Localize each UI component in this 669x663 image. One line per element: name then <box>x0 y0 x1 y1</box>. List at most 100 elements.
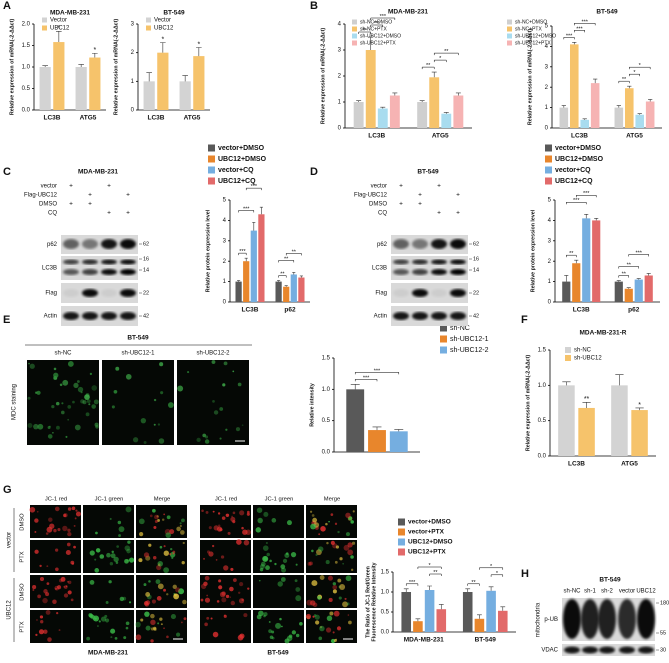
cell-signal <box>46 582 50 585</box>
blot-band <box>63 312 79 320</box>
blot-band <box>431 269 447 275</box>
cell-signal <box>27 422 33 429</box>
bar <box>580 119 590 128</box>
panel-letter: G <box>3 484 12 496</box>
cell-signal <box>311 580 318 587</box>
cell-signal <box>239 582 244 587</box>
y-tick-label: 3 <box>131 22 135 28</box>
blot-band <box>450 269 466 275</box>
treatment-label: Flag-UBC12 <box>354 193 388 199</box>
y-axis-label: Relative protein expression level <box>530 209 536 292</box>
bracket <box>433 52 459 56</box>
chart-title: BT-549 <box>163 10 185 17</box>
cell-signal <box>125 373 132 380</box>
cell-signal <box>124 558 129 564</box>
channel-label: JC-1 green <box>95 497 124 503</box>
cell-signal <box>47 434 53 439</box>
bar <box>346 389 365 452</box>
cell-signal <box>225 513 230 518</box>
legend-label: UBC12+DMSO <box>555 156 604 163</box>
treatment-sign: + <box>456 210 460 217</box>
cell-signal <box>212 631 219 638</box>
bar <box>401 592 412 632</box>
column-label: sh-UBC12-2 <box>196 351 230 357</box>
cell-signal <box>241 424 244 426</box>
cell-signal <box>313 614 317 617</box>
cell-signal <box>55 548 59 552</box>
bar <box>631 410 648 456</box>
cell-signal <box>172 552 175 555</box>
cell-signal <box>63 593 69 598</box>
legend-swatch <box>398 548 405 556</box>
cell-signal <box>34 518 39 523</box>
cell-signal <box>170 547 173 551</box>
cell-signal <box>59 383 63 387</box>
y-tick-label: 2 <box>131 50 135 56</box>
cell-signal <box>63 513 68 518</box>
blot-band <box>393 239 409 249</box>
cell-signal <box>180 530 185 535</box>
cell-signal <box>93 399 99 405</box>
cell-signal <box>263 614 266 618</box>
cell-signal <box>274 562 277 566</box>
treatment-sign: + <box>437 210 441 217</box>
bar <box>193 56 205 110</box>
cell-signal <box>175 587 181 593</box>
blot-band <box>412 259 428 265</box>
cell-signal <box>152 555 157 560</box>
cell-signal <box>225 428 228 431</box>
error-bar <box>635 407 644 411</box>
x-tick-label: ATG5 <box>184 115 201 122</box>
cell-signal <box>109 517 112 520</box>
treatment-label: vector <box>371 184 387 190</box>
cell-signal <box>62 525 68 532</box>
error-bar <box>477 614 482 619</box>
cell-signal <box>74 517 77 520</box>
cell-signal <box>58 578 63 583</box>
micrograph <box>83 505 134 538</box>
column-label: sh-UBC12-1 <box>121 351 155 357</box>
y-tick-label: 1.5 <box>322 356 331 362</box>
legend-label: Vector <box>154 18 171 24</box>
cell-signal <box>104 618 110 623</box>
legend-swatch <box>545 177 552 185</box>
y-tick-label: 1 <box>545 105 549 111</box>
cell-signal <box>53 528 57 533</box>
legend-swatch <box>208 144 215 152</box>
cell-signal <box>124 545 131 551</box>
bracket <box>370 24 384 27</box>
significance: * <box>638 402 641 409</box>
cell-signal <box>215 559 218 561</box>
blot-band <box>598 599 616 639</box>
cell-signal <box>116 545 120 548</box>
treatment-sign: + <box>126 210 130 217</box>
bar <box>250 230 257 302</box>
micrograph <box>136 505 187 538</box>
cell-signal <box>35 391 38 394</box>
y-tick-label: 2 <box>223 259 227 265</box>
cell-signal <box>333 610 340 617</box>
error-bar <box>394 429 404 432</box>
bracket <box>245 187 262 191</box>
cell-signal <box>91 404 96 409</box>
y-tick-label: 4 <box>548 218 552 224</box>
legend-label: sh-UBC12+DMSO <box>360 33 401 39</box>
cell-signal <box>299 621 303 626</box>
significance: *** <box>566 33 573 39</box>
legend-label: vector+CQ <box>218 167 254 174</box>
y-axis-label: The Ratio of JC-1 Red/Green <box>365 566 371 638</box>
treatment-sign: + <box>69 201 73 208</box>
error-bar <box>626 287 631 289</box>
bar <box>353 102 364 128</box>
blot-band <box>412 289 428 297</box>
cell-signal <box>232 578 237 583</box>
cell-signal <box>332 589 337 594</box>
blot-band <box>120 269 136 275</box>
cell-line-label: BT-549 <box>267 650 289 657</box>
marker-label: 16 <box>143 256 149 262</box>
cell-signal <box>140 417 147 424</box>
cell-signal <box>172 584 177 589</box>
cell-signal <box>74 424 81 431</box>
cell-signal <box>152 508 156 513</box>
cell-signal <box>319 575 325 580</box>
